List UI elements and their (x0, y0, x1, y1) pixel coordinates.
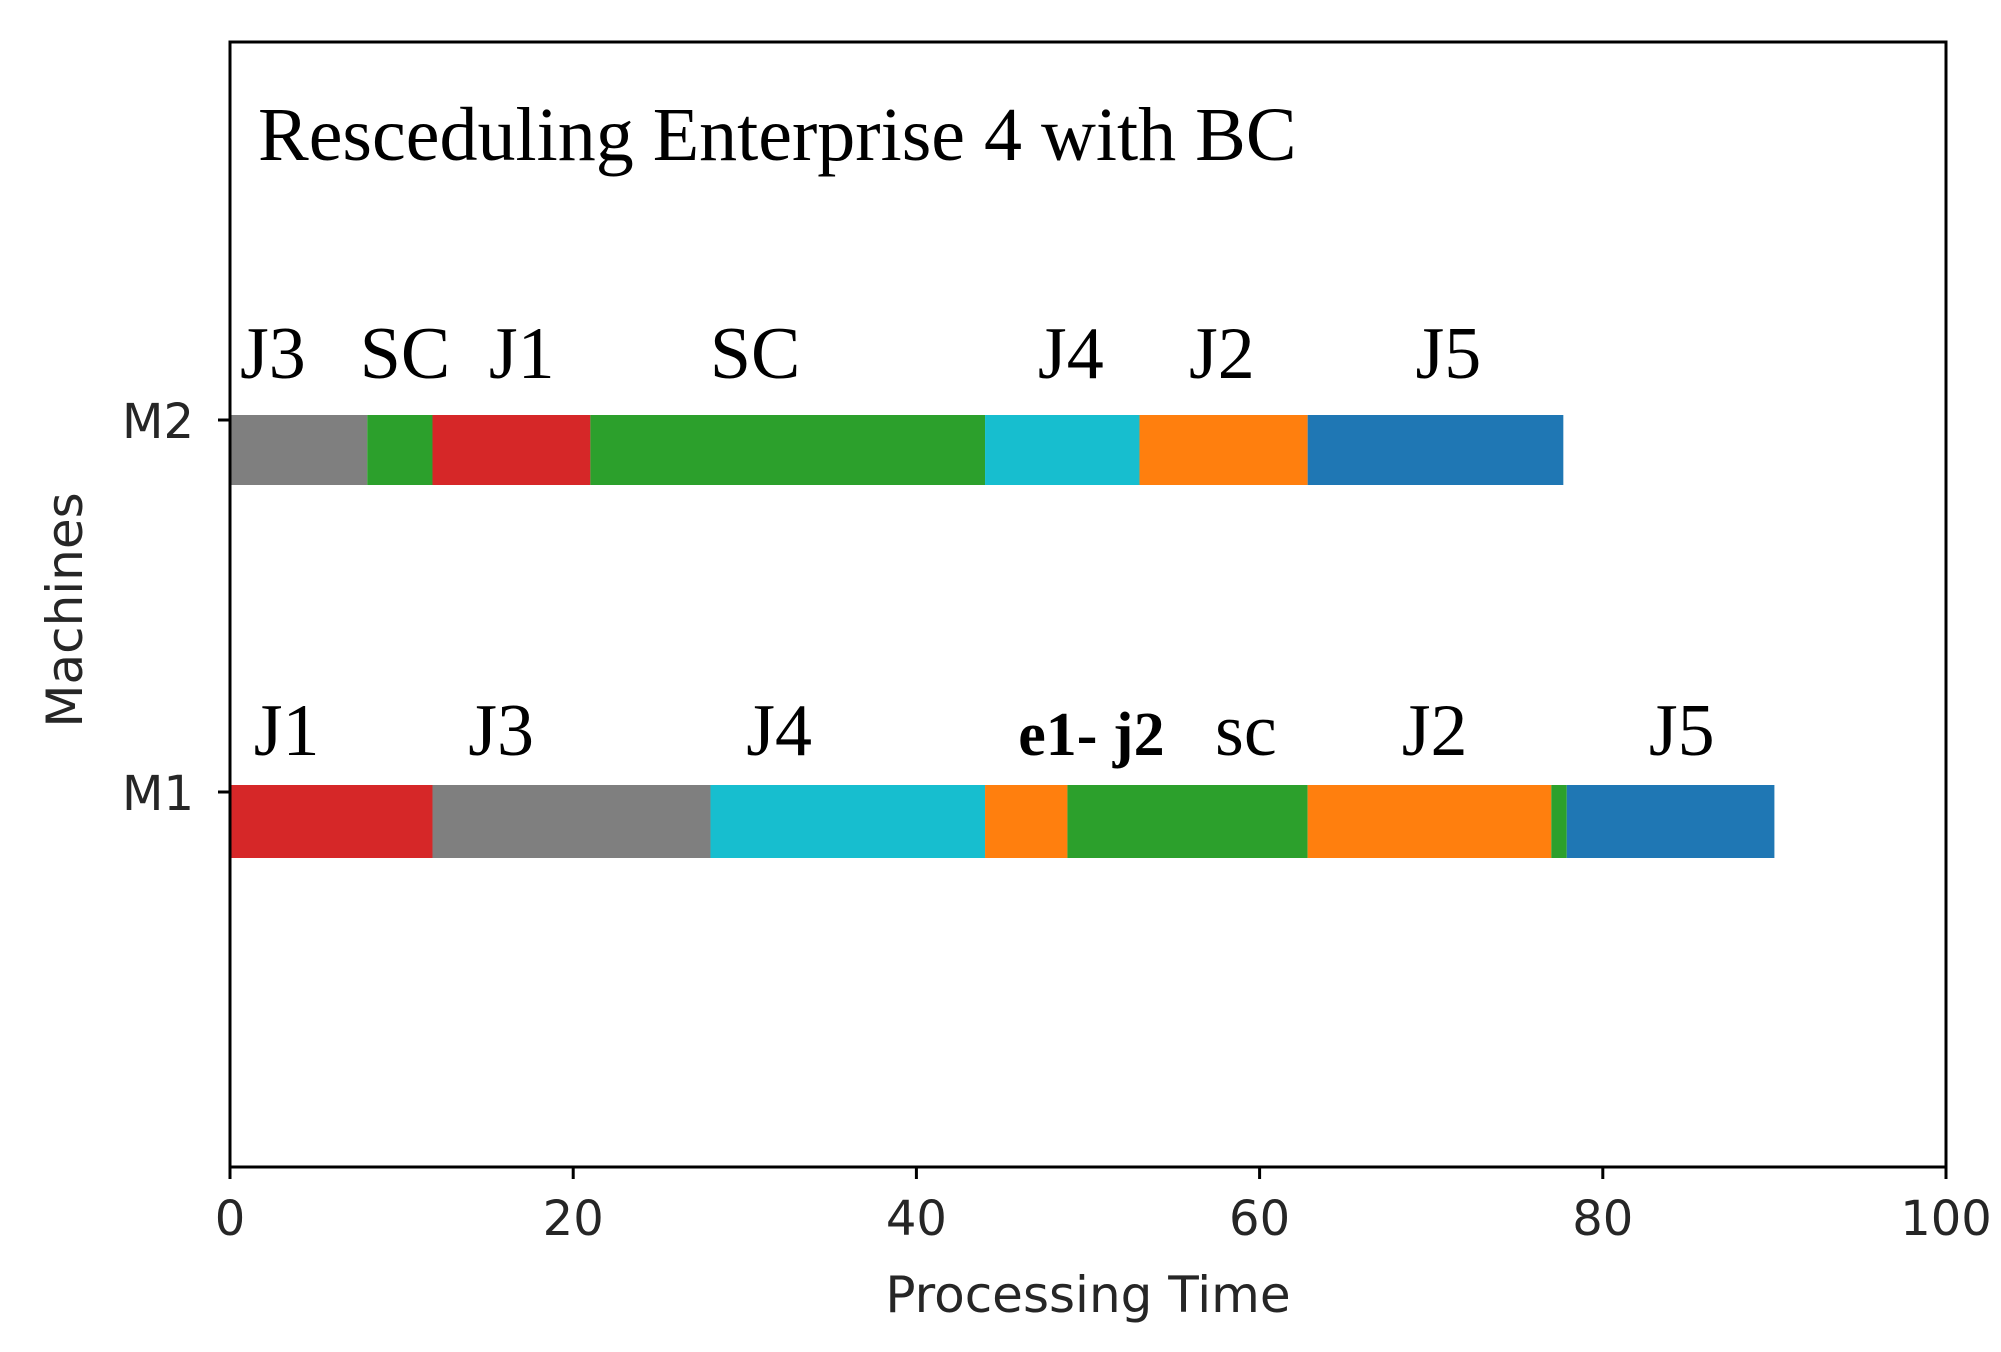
job-label-m2-4: SC (710, 313, 801, 395)
x-tick-label-20: 20 (543, 1191, 604, 1247)
x-tick-label-60: 60 (1229, 1191, 1290, 1247)
bar-segment-m1-2 (432, 785, 711, 858)
job-label-m2-2: SC (360, 313, 451, 395)
job-label-m2-7: J5 (1415, 313, 1481, 395)
job-label-m1-1: J1 (254, 690, 320, 772)
job-label-m1-3: J4 (746, 690, 812, 772)
job-label-m2-3: J1 (489, 313, 555, 395)
job-label-m1-2: J3 (468, 690, 534, 772)
x-tick-label-100: 100 (1900, 1191, 1992, 1247)
y-tick-label-m2: M2 (122, 394, 194, 450)
bar-segment-m2-1 (230, 415, 368, 485)
bar-segment-m1-8 (1566, 785, 1775, 858)
bar-segment-m1-4 (985, 785, 1068, 858)
job-label-m1-7: J5 (1649, 690, 1715, 772)
x-tick-label-80: 80 (1572, 1191, 1633, 1247)
job-label-m2-5: J4 (1038, 313, 1104, 395)
chart-title: Resceduling Enterprise 4 with BC (258, 93, 1297, 177)
bar-segment-m1-6 (1307, 785, 1552, 858)
y-axis-label: Machines (36, 492, 94, 727)
job-label-m2-6: J2 (1189, 313, 1255, 395)
bar-segment-m1-5 (1067, 785, 1308, 858)
bar-segment-m2-5 (985, 415, 1140, 485)
bar-segment-m1-7 (1551, 785, 1567, 858)
x-tick-label-40: 40 (886, 1191, 947, 1247)
bar-segment-m2-3 (432, 415, 591, 485)
bar-segment-m1-1 (230, 785, 433, 858)
y-tick-label-m1: M1 (122, 766, 194, 822)
x-axis-label: Processing Time (885, 1266, 1290, 1324)
axes-layer: M2 M1 0 20 40 60 80 100 (122, 394, 1992, 1247)
job-label-m1-5: sc (1215, 690, 1277, 772)
job-label-m1-4: e1- j2 (1018, 701, 1164, 769)
job-label-m1-6: J2 (1402, 690, 1468, 772)
bars-layer (230, 415, 1775, 858)
job-label-m2-1: J3 (240, 313, 306, 395)
plot-frame (228, 40, 1948, 1169)
x-tick-label-0: 0 (215, 1191, 246, 1247)
bar-segment-m2-4 (590, 415, 986, 485)
bar-segment-m2-7 (1307, 415, 1564, 485)
bar-segment-m1-3 (710, 785, 986, 858)
labels-layer: J3 SC J1 SC J4 J2 J5 J1 J3 J4 e1- j2 sc J2 J5 (240, 313, 1715, 772)
bar-segment-m2-6 (1139, 415, 1308, 485)
bar-segment-m2-2 (367, 415, 433, 485)
